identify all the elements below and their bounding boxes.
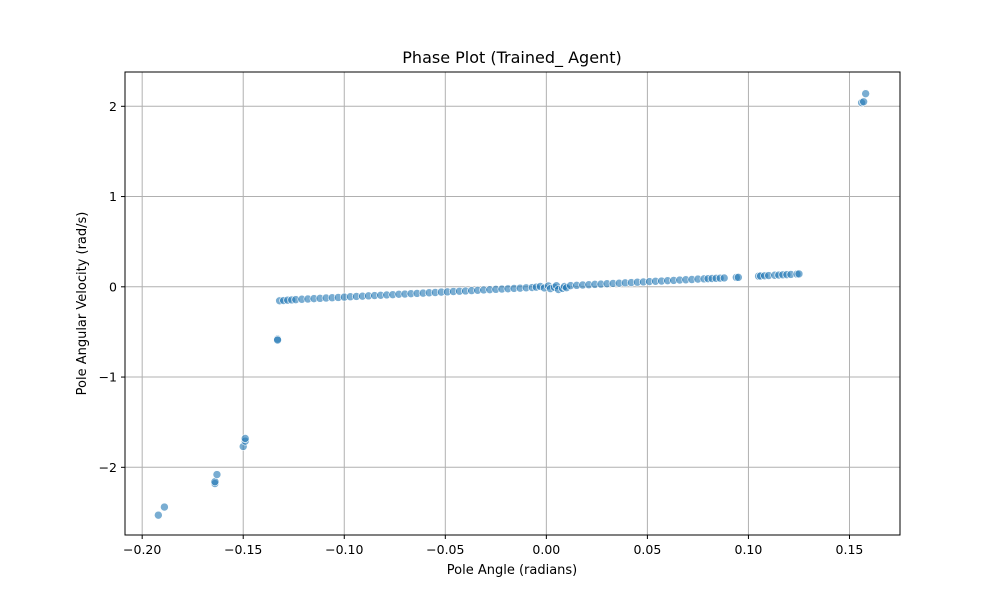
grid-lines — [125, 72, 900, 535]
y-axis-label: Pole Angular Velocity (rad/s) — [75, 212, 90, 396]
x-tick-label: 0.00 — [532, 542, 560, 557]
scatter-point — [859, 97, 868, 107]
scatter-point — [734, 273, 743, 282]
scatter-point — [273, 335, 282, 345]
x-tick-label: −0.20 — [123, 542, 161, 557]
scatter-points — [154, 89, 870, 520]
x-tick-label: −0.05 — [426, 542, 464, 557]
x-tick-label: −0.15 — [224, 542, 262, 557]
y-tick-label: 1 — [109, 189, 117, 204]
scatter-point — [719, 273, 729, 283]
x-tick-label: −0.10 — [325, 542, 363, 557]
scatter-point — [212, 470, 222, 479]
x-axis-label: Pole Angle (radians) — [447, 563, 578, 578]
scatter-point — [210, 477, 220, 487]
scatter-point — [861, 89, 870, 98]
chart-title: Phase Plot (Trained_ Agent) — [402, 48, 621, 68]
y-tick-label: 2 — [109, 99, 117, 114]
scatter-point — [154, 510, 163, 520]
x-axis-ticks: −0.20 −0.15 −0.10 −0.05 0.00 0.05 0.10 0.15 — [123, 535, 863, 557]
scatter-point — [240, 434, 250, 443]
y-tick-label: 0 — [109, 279, 117, 294]
x-tick-label: 0.05 — [633, 542, 661, 557]
x-tick-label: 0.10 — [735, 542, 763, 557]
y-tick-label: −2 — [99, 460, 117, 475]
scatter-point — [794, 269, 804, 279]
y-tick-label: −1 — [99, 370, 117, 385]
scatter-point — [160, 502, 169, 512]
y-axis-ticks: −2 −1 0 1 2 — [99, 99, 125, 475]
x-tick-label: 0.15 — [836, 542, 864, 557]
plot-frame — [124, 71, 901, 536]
